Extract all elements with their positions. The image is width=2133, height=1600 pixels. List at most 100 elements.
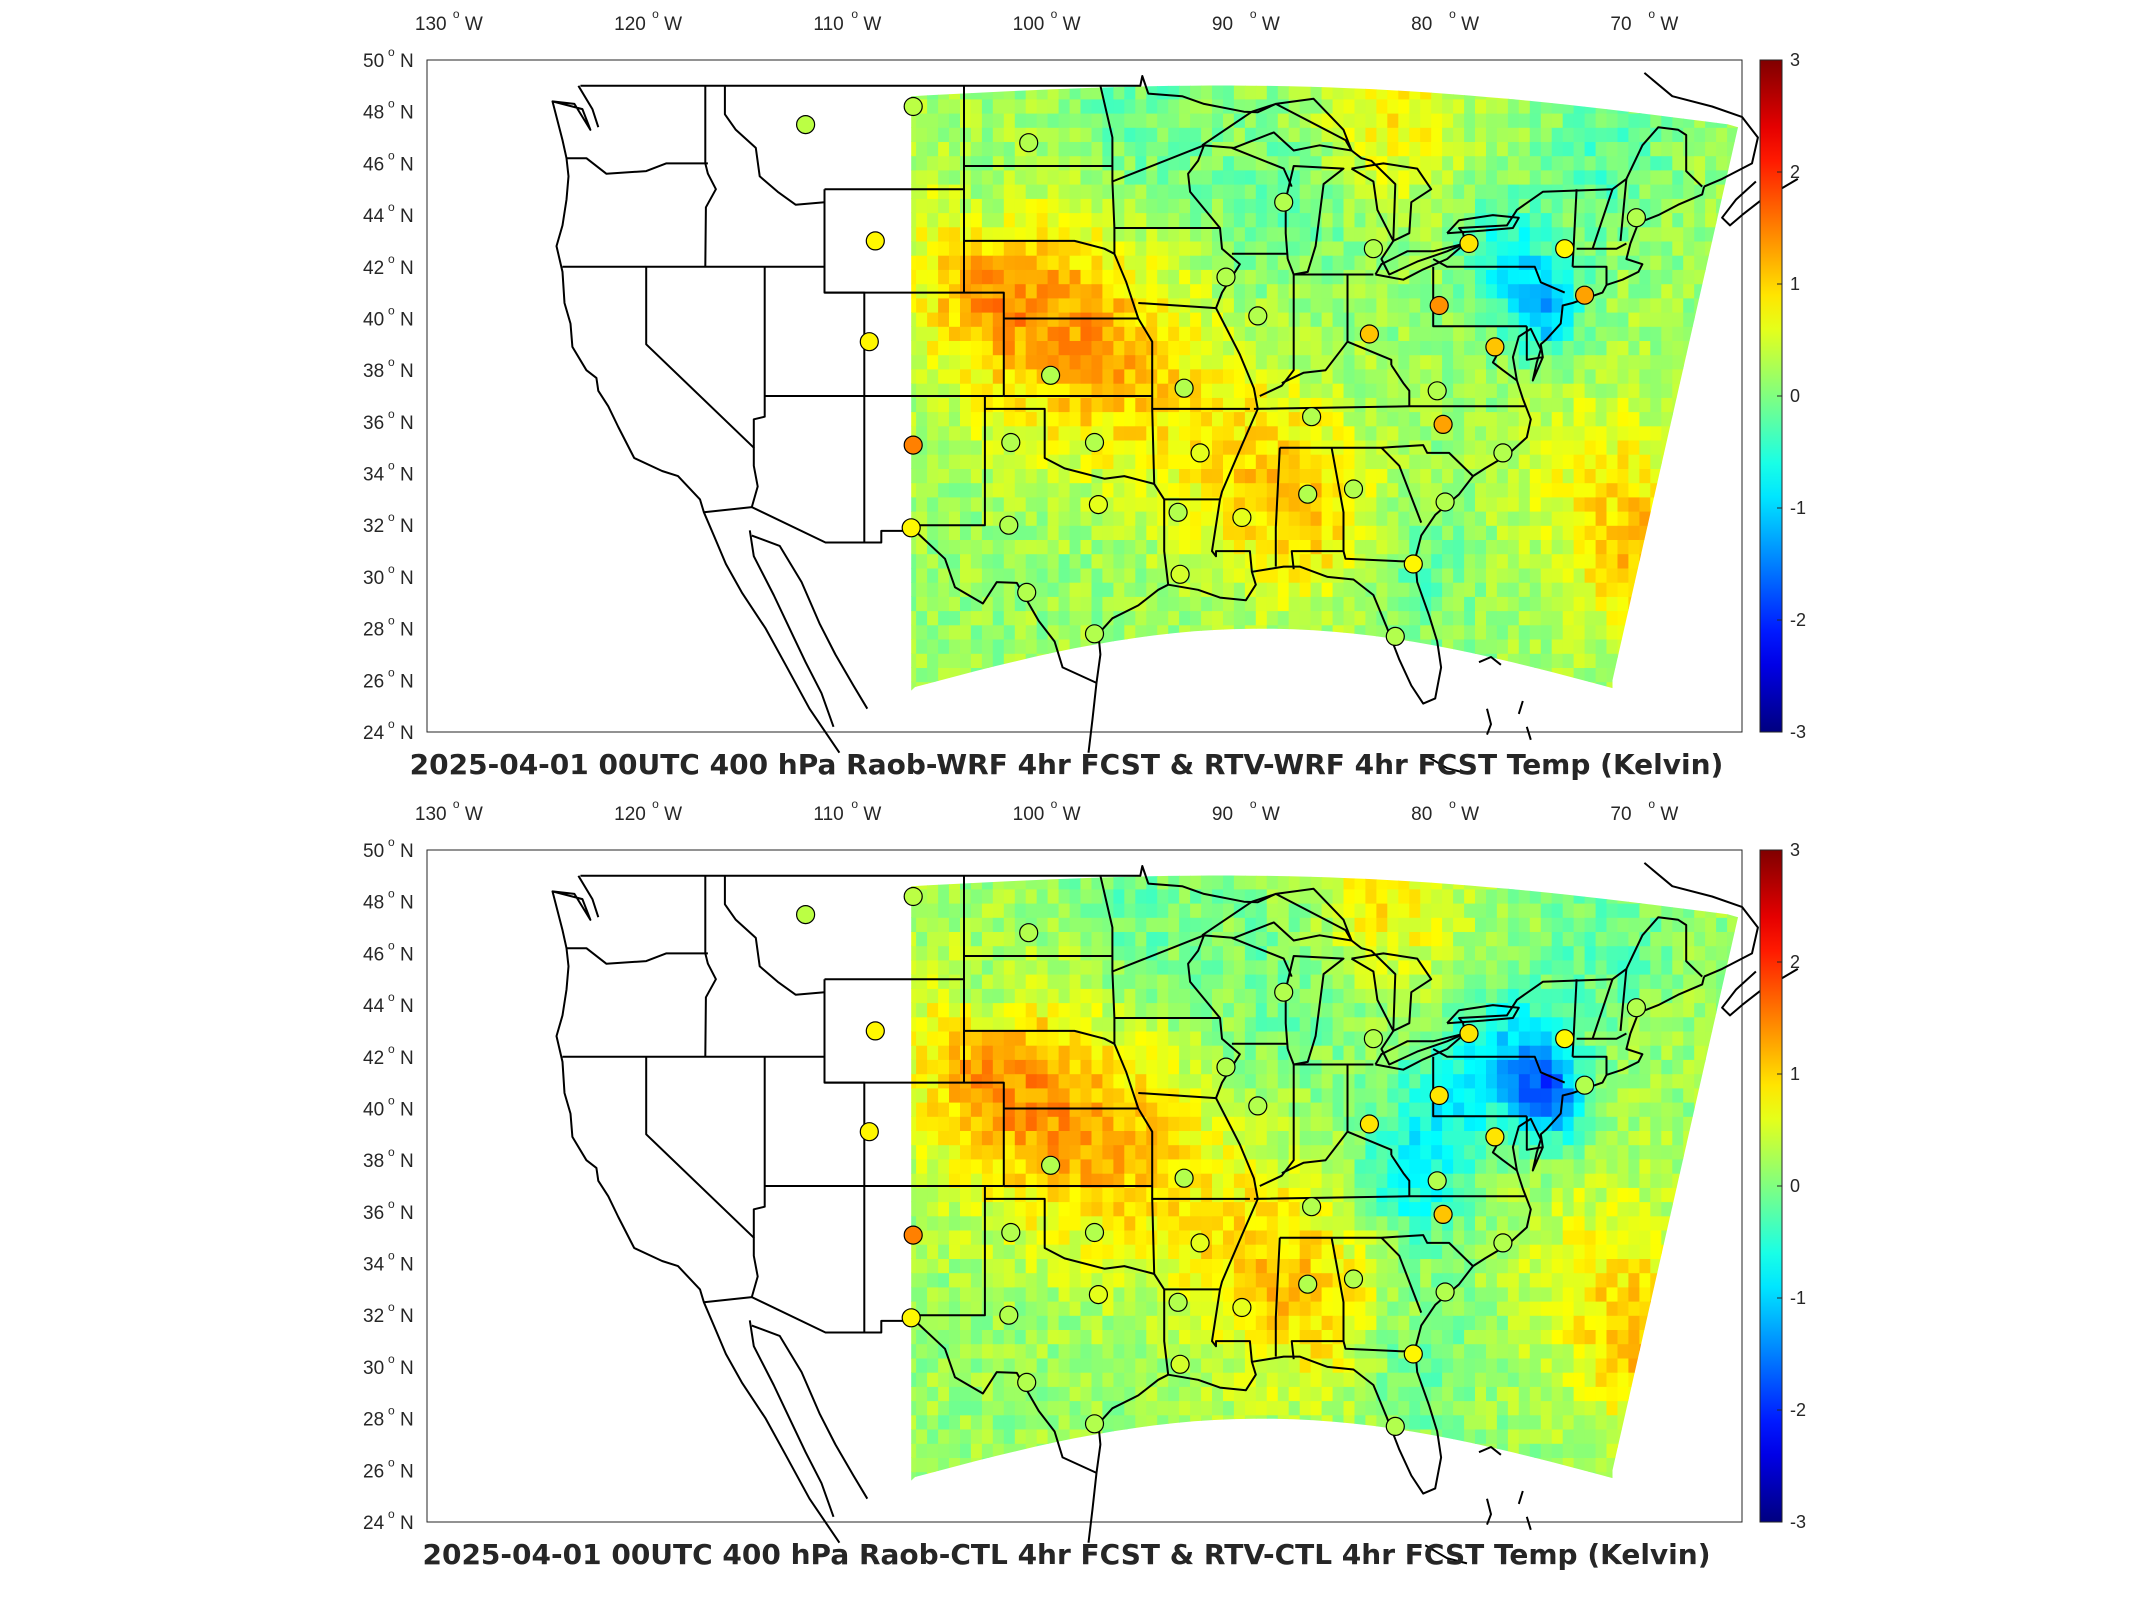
lon-tick-hemisphere: W	[1063, 14, 1081, 35]
lat-tick-degree: o	[388, 407, 395, 421]
lat-tick-degree: o	[388, 1352, 395, 1366]
lat-tick-hemisphere: N	[400, 1048, 414, 1069]
colorbar-tick-label: 3	[1790, 50, 1800, 70]
lat-tick-degree: o	[388, 614, 395, 628]
lon-tick-label: 120	[614, 804, 646, 825]
lon-tick-degree: o	[1449, 7, 1456, 21]
colorbar-tick-label: -1	[1790, 498, 1806, 518]
colorbar-tick-label: -3	[1790, 722, 1806, 742]
lon-tick-degree: o	[453, 7, 460, 21]
raob-station-marker	[1574, 285, 1595, 305]
colorbar-tick-label: -2	[1790, 1400, 1806, 1420]
lon-tick-label: 90	[1212, 804, 1233, 825]
raob-stations	[795, 96, 1647, 647]
lon-tick-label: 80	[1411, 804, 1432, 825]
lat-tick-hemisphere: N	[400, 1306, 414, 1327]
raob-station-marker	[1555, 239, 1575, 259]
map-borders	[551, 72, 1799, 775]
raob-station-marker	[1084, 1414, 1105, 1434]
colorbar-tick-label: 1	[1790, 1064, 1800, 1084]
raob-station-marker	[865, 1021, 885, 1041]
lon-tick-hemisphere: W	[1063, 804, 1081, 825]
lat-tick-label: 28	[363, 1410, 384, 1431]
map-title-bottom: 2025-04-01 00UTC 400 hPa Raob-CTL 4hr FC…	[422, 1538, 1711, 1571]
lat-tick-hemisphere: N	[400, 1151, 414, 1172]
lon-tick-degree: o	[1051, 7, 1058, 21]
raob-station-marker	[1040, 365, 1061, 385]
lat-tick-label: 50	[363, 841, 384, 862]
raob-station-marker	[1216, 267, 1236, 287]
lon-tick-degree: o	[1051, 797, 1058, 811]
lat-tick-label: 26	[363, 1461, 384, 1482]
raob-station-marker	[865, 231, 885, 251]
lat-tick-label: 26	[363, 671, 384, 692]
lon-tick-degree: o	[1648, 797, 1655, 811]
lon-tick-degree: o	[652, 7, 659, 21]
raob-station-marker	[1459, 233, 1479, 254]
lon-tick-degree: o	[851, 797, 858, 811]
lat-tick-degree: o	[388, 990, 395, 1004]
lat-tick-degree: o	[388, 1093, 395, 1107]
lat-tick-label: 38	[363, 361, 384, 382]
lat-tick-hemisphere: N	[400, 996, 414, 1017]
raob-station-marker	[1301, 1197, 1322, 1217]
raob-station-marker	[1017, 582, 1037, 603]
raob-station-marker	[1216, 1057, 1236, 1077]
lon-tick-hemisphere: W	[1262, 804, 1280, 825]
raob-station-marker	[1170, 564, 1190, 584]
raob-station-marker	[1435, 1282, 1455, 1302]
lon-tick-label: 100	[1013, 804, 1045, 825]
colorbar-tick-label: 3	[1790, 840, 1800, 860]
lon-tick-hemisphere: W	[664, 804, 682, 825]
lat-tick-label: 44	[363, 206, 385, 227]
raob-station-marker	[1168, 1292, 1188, 1312]
lon-tick-label: 110	[813, 804, 843, 825]
map-figure-bottom: 130 o W 120 o W 110 o W 100 o W 90 o W 80 o W 70 o W50 o N48 o N…	[363, 797, 1806, 1565]
raob-station-marker	[1298, 1274, 1318, 1294]
lat-tick-hemisphere: N	[400, 841, 414, 862]
lat-tick-degree: o	[388, 200, 395, 214]
colorbar-tick-label: 1	[1790, 274, 1800, 294]
lat-tick-hemisphere: N	[400, 1410, 414, 1431]
lat-tick-hemisphere: N	[400, 1358, 414, 1379]
raob-station-marker	[1626, 998, 1647, 1018]
lon-tick-hemisphere: W	[1262, 14, 1280, 35]
lat-tick-hemisphere: N	[400, 723, 414, 744]
lat-tick-hemisphere: N	[400, 309, 414, 330]
raob-station-marker	[1274, 982, 1294, 1002]
lat-tick-degree: o	[388, 1145, 395, 1159]
raob-station-marker	[1435, 492, 1455, 512]
raob-station-marker	[901, 518, 921, 538]
lat-tick-label: 36	[363, 413, 384, 434]
raob-station-marker	[1017, 1372, 1037, 1393]
lat-tick-degree: o	[388, 717, 395, 731]
lat-tick-degree: o	[388, 510, 395, 524]
raob-station-marker	[1298, 484, 1318, 504]
raob-station-marker	[1493, 443, 1513, 463]
colorbar-tick-label: 2	[1790, 952, 1800, 972]
lon-tick-label: 120	[614, 14, 646, 35]
raob-station-marker	[1363, 239, 1384, 259]
lon-tick-label: 110	[813, 14, 843, 35]
lat-tick-degree: o	[388, 835, 395, 849]
lat-tick-degree: o	[388, 1042, 395, 1056]
raob-station-marker	[903, 886, 923, 907]
lat-tick-degree: o	[388, 252, 395, 266]
raob-station-marker	[1301, 407, 1322, 427]
raob-station-marker	[1574, 1075, 1595, 1095]
lat-tick-degree: o	[388, 45, 395, 59]
lon-tick-label: 80	[1411, 14, 1432, 35]
lat-tick-hemisphere: N	[400, 51, 414, 72]
colorbar-tick-label: 0	[1790, 386, 1800, 406]
lat-tick-hemisphere: N	[400, 361, 414, 382]
raob-station-marker	[1485, 337, 1505, 357]
raob-station-marker	[1019, 133, 1039, 153]
raob-station-marker	[1190, 443, 1210, 463]
raob-station-marker	[999, 515, 1019, 535]
lat-tick-hemisphere: N	[400, 893, 414, 914]
map-panel-top: 130 o W 120 o W 110 o W 100 o W 90 o W 80 o W 70 o W 50 o N 48 o N…	[0, 0, 2133, 790]
lat-tick-label: 48	[363, 103, 384, 124]
lat-tick-degree: o	[388, 1507, 395, 1521]
lat-tick-label: 44	[363, 996, 385, 1017]
lat-tick-degree: o	[388, 459, 395, 473]
